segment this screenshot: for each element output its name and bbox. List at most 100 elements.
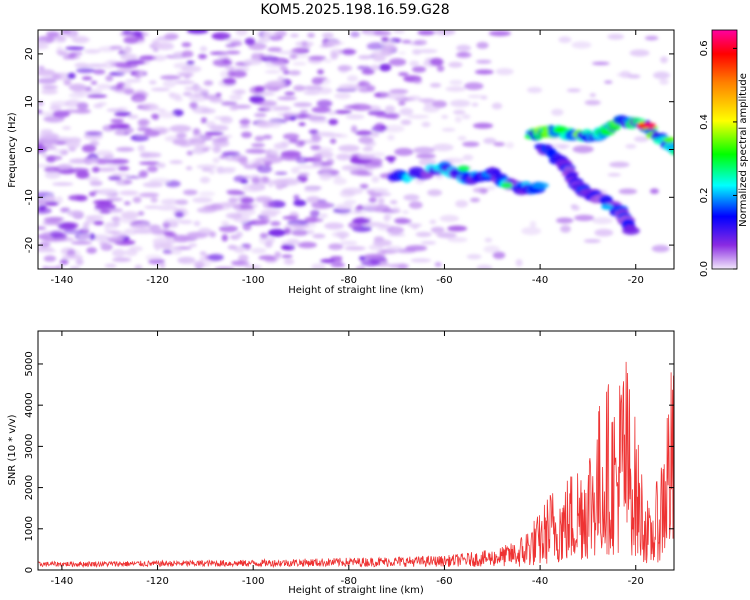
spectrogram-noise-blob: [156, 205, 178, 211]
spectrogram-noise-blob: [381, 37, 390, 42]
spectrogram-noise-blob: [183, 189, 198, 196]
spectrogram-noise-blob: [99, 240, 108, 247]
spectrogram-noise-blob: [251, 247, 267, 254]
spectrogram-noise-blob: [574, 214, 595, 222]
spectrogram-noise-blob: [217, 53, 230, 60]
spectrogram-peak: [663, 136, 674, 143]
spectrogram-noise-blob: [311, 77, 324, 85]
spectrogram-noise-blob: [571, 41, 592, 49]
spectrogram-noise-blob: [132, 91, 149, 98]
spectrogram-noise-blob: [239, 158, 248, 166]
spectrogram-noise-blob: [394, 147, 414, 156]
spectrogram-signal-layer: [387, 115, 674, 235]
spectrogram-noise-blob: [387, 134, 395, 141]
spectrogram-noise-blob: [303, 90, 321, 96]
spectrogram-noise-blob: [99, 210, 111, 214]
spectrogram-noise-blob: [264, 70, 281, 74]
spectrogram-noise-blob: [107, 209, 123, 214]
spectrogram-noise-blob: [293, 102, 313, 108]
spectrogram-noise-blob: [171, 247, 182, 255]
spectrogram-noise-blob: [63, 229, 83, 235]
spectrogram-noise-blob: [589, 93, 596, 97]
spectrogram-noise-blob: [104, 76, 113, 81]
spectrogram-noise-blob: [368, 157, 383, 166]
spectrogram-noise-blob: [158, 111, 176, 119]
spectrogram-noise-blob: [42, 266, 63, 269]
spectrogram-noise-blob: [420, 241, 437, 245]
spectrogram-noise-blob: [76, 67, 95, 74]
spectrogram-noise-blob: [411, 66, 427, 73]
spectrogram-noise-blob: [290, 167, 300, 174]
spectrogram-noise-blob: [90, 80, 98, 85]
spectrogram-noise-blob: [125, 59, 146, 65]
spectrogram-noise-blob: [392, 30, 405, 34]
spectrogram-noise-blob: [413, 146, 435, 154]
spectrogram-noise-blob: [43, 255, 57, 262]
spectrogram-noise-blob: [367, 110, 387, 116]
spectrogram-noise-blob: [319, 213, 328, 219]
spectrogram-noise-blob: [130, 30, 143, 37]
spectrogram-noise-blob: [119, 215, 137, 224]
spectrogram-noise-blob: [556, 217, 574, 224]
spectrogram-noise-blob: [85, 63, 107, 68]
spectrogram-noise-blob: [257, 100, 278, 107]
spectrogram-noise-blob: [323, 59, 332, 63]
spectrogram-noise-blob: [38, 109, 43, 114]
spectrogram-noise-blob: [145, 254, 163, 261]
spectrogram-noise-blob: [592, 217, 613, 225]
spectrogram-noise-blob: [284, 91, 296, 96]
colorbar-label: Normalized spectral amplitude: [738, 73, 749, 227]
spectrogram-noise-blob: [472, 122, 494, 129]
spectrogram-noise-blob: [415, 231, 432, 238]
spectrogram-noise-blob: [529, 220, 537, 228]
spectrogram-noise-blob: [323, 41, 345, 45]
spectrogram-noise-blob: [350, 125, 358, 133]
spectrogram-noise-blob: [400, 119, 412, 126]
spectrogram-signal-blob: [531, 182, 549, 189]
spectrogram-noise-blob: [198, 227, 212, 234]
spectrogram-noise-blob: [156, 36, 177, 41]
spectrogram-noise-blob: [262, 200, 275, 209]
spectrogram-noise-blob: [188, 243, 198, 248]
spectrogram-noise-blob: [328, 243, 344, 250]
spectrogram-noise-blob: [68, 194, 88, 201]
spectrogram-noise-blob: [289, 138, 299, 144]
spectrogram-noise-blob: [407, 95, 422, 101]
spectrogram-noise-blob: [189, 101, 198, 110]
spectrogram-noise-blob: [660, 56, 668, 64]
spectrogram-noise-blob: [493, 142, 506, 147]
spectrogram-noise-blob: [114, 111, 132, 117]
spectrogram-noise-blob: [160, 75, 181, 80]
spectrogram-noise-blob: [233, 204, 241, 209]
spectrogram-noise-blob: [81, 144, 97, 153]
spectrogram-noise-blob: [93, 220, 104, 226]
spectrogram-noise-blob: [254, 157, 273, 162]
spectrogram-noise-blob: [135, 264, 143, 269]
spectrogram-noise-blob: [220, 167, 237, 171]
spectrogram-noise-blob: [84, 131, 103, 136]
spectrogram-noise-blob: [134, 136, 150, 141]
spectrogram-noise-blob: [111, 216, 121, 222]
spectrogram-noise-blob: [311, 134, 322, 142]
spectrogram-noise-blob: [584, 99, 601, 106]
spectrogram-noise-blob: [53, 149, 64, 154]
spectrogram-noise-blob: [432, 100, 447, 108]
spectrogram-noise-blob: [251, 143, 266, 148]
spectrogram-noise-blob: [293, 85, 306, 92]
spectrogram-noise-blob: [515, 259, 523, 267]
spectrogram-noise-blob: [239, 124, 250, 129]
spectrogram-noise-blob: [328, 118, 338, 126]
spectrogram-noise-blob: [311, 106, 332, 114]
spectrogram-noise-blob: [268, 228, 286, 237]
spectrogram-noise-blob: [240, 197, 255, 204]
spectrogram-noise-blob: [240, 221, 257, 225]
spectrogram-noise-blob: [279, 65, 288, 72]
spectrogram-noise-blob: [434, 229, 441, 236]
spectrogram-noise-blob: [311, 201, 333, 209]
spectrogram-noise-blob: [265, 60, 286, 68]
spectrogram-noise-blob: [41, 85, 58, 90]
spectrogram-noise-blob: [307, 32, 315, 38]
spectrogram-noise-blob: [182, 91, 193, 97]
spectrogram-noise-blob: [298, 140, 306, 146]
spectrogram-noise-blob: [69, 266, 80, 269]
